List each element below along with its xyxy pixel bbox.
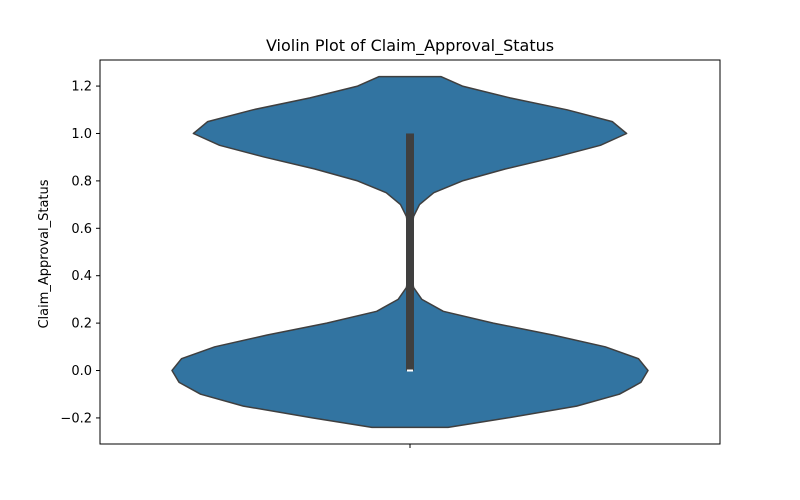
chart-title: Violin Plot of Claim_Approval_Status	[266, 36, 554, 56]
y-tick-label: 0.2	[71, 317, 92, 332]
y-tick-label: 0.4	[71, 269, 92, 284]
y-axis-label: Claim_Approval_Status	[37, 179, 52, 328]
plot-frame	[99, 59, 721, 445]
plot-area	[171, 75, 649, 429]
y-tick-label: 0.0	[71, 364, 92, 379]
y-tick-label: 0.6	[71, 222, 92, 237]
iqr-box	[406, 133, 414, 371]
y-tick-label: 1.0	[71, 127, 92, 142]
y-tick-label: 0.8	[71, 174, 92, 189]
y-tick-label: 1.2	[71, 80, 92, 95]
y-tick-label: −0.2	[60, 411, 92, 426]
y-axis: −0.2 0.0 0.2 0.4 0.6 0.8 1.0 1.2	[60, 80, 100, 426]
median-marker	[407, 369, 413, 372]
